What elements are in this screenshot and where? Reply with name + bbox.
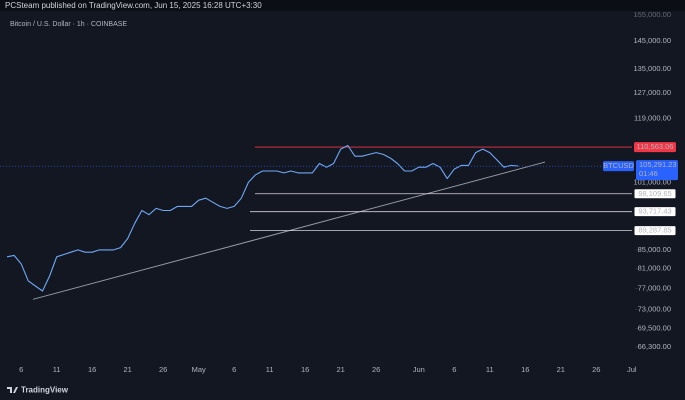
level-label: 110,563.06 (637, 142, 674, 151)
x-tick-label: 16 (88, 365, 96, 374)
x-tick-label: 11 (486, 365, 494, 374)
countdown-label: 01:46 (639, 169, 658, 178)
x-tick-label: 21 (124, 365, 132, 374)
y-tick-label: 119,000.00 (634, 113, 671, 122)
level-tag (633, 188, 677, 200)
x-tick-label: 11 (266, 365, 274, 374)
level-label: 98,109.65 (638, 189, 671, 198)
price-line (6, 144, 519, 292)
x-tick-label: 16 (521, 365, 529, 374)
x-tick-label: 16 (301, 365, 309, 374)
y-tick-label: 85,000.00 (638, 245, 671, 254)
y-tick-label: 155,000.00 (633, 10, 671, 19)
brand: TradingView (7, 386, 69, 395)
last-price-label: 105,291.23 (639, 160, 677, 169)
level-label: 89,287.85 (638, 226, 671, 235)
y-tick-label: 73,000.00 (638, 304, 671, 313)
x-tick-label: 21 (337, 365, 345, 374)
y-tick-label: 145,000.00 (633, 36, 671, 45)
brand-name: TradingView (21, 386, 69, 395)
x-tick-label: Jul (627, 365, 637, 374)
y-tick-label: 66,300.00 (638, 342, 671, 351)
brand-logo (7, 387, 18, 393)
x-tick-label: 21 (557, 365, 565, 374)
y-tick-label: 101,000.00 (633, 177, 671, 186)
header-text: PCSteam published on TradingView.com, Ju… (5, 1, 262, 10)
x-tick-label: 11 (53, 365, 61, 374)
y-tick-label: 81,000.00 (638, 264, 671, 273)
header-bar (0, 0, 685, 11)
x-tick-label: 6 (19, 365, 23, 374)
last-price-tag (636, 160, 678, 181)
y-tick-label: 127,000.00 (633, 88, 671, 97)
x-tick-label: Jun (413, 365, 425, 374)
level-tag (634, 142, 676, 153)
x-tick-label: May (192, 365, 206, 374)
symbol-label: BTCUSD (603, 161, 634, 170)
chart-subtitle: Bitcoin / U.S. Dollar · 1h · COINBASE (10, 21, 127, 28)
level-label: 93,717.43 (638, 207, 671, 216)
symbol-tag (603, 161, 634, 172)
level-tag (633, 206, 677, 218)
x-tick-label: 6 (232, 365, 236, 374)
y-tick-label: 77,000.00 (638, 283, 671, 292)
x-tick-label: 26 (159, 365, 167, 374)
level-tag (633, 225, 677, 237)
y-tick-label: 135,000.00 (633, 64, 671, 73)
x-tick-label: 26 (372, 365, 380, 374)
y-tick-label: 69,500.00 (638, 324, 671, 333)
x-tick-label: 6 (452, 365, 456, 374)
x-tick-label: 26 (592, 365, 600, 374)
